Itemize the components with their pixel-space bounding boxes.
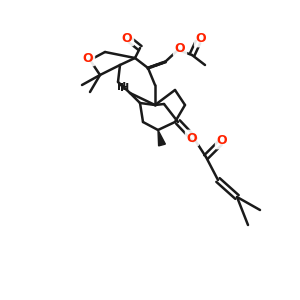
Text: H: H [120, 83, 130, 93]
Text: O: O [187, 131, 197, 145]
Text: O: O [175, 41, 185, 55]
Polygon shape [158, 130, 165, 146]
Text: O: O [122, 32, 132, 44]
Text: O: O [83, 52, 93, 64]
Text: H: H [117, 82, 127, 92]
Text: O: O [196, 32, 206, 46]
Text: O: O [217, 134, 227, 148]
